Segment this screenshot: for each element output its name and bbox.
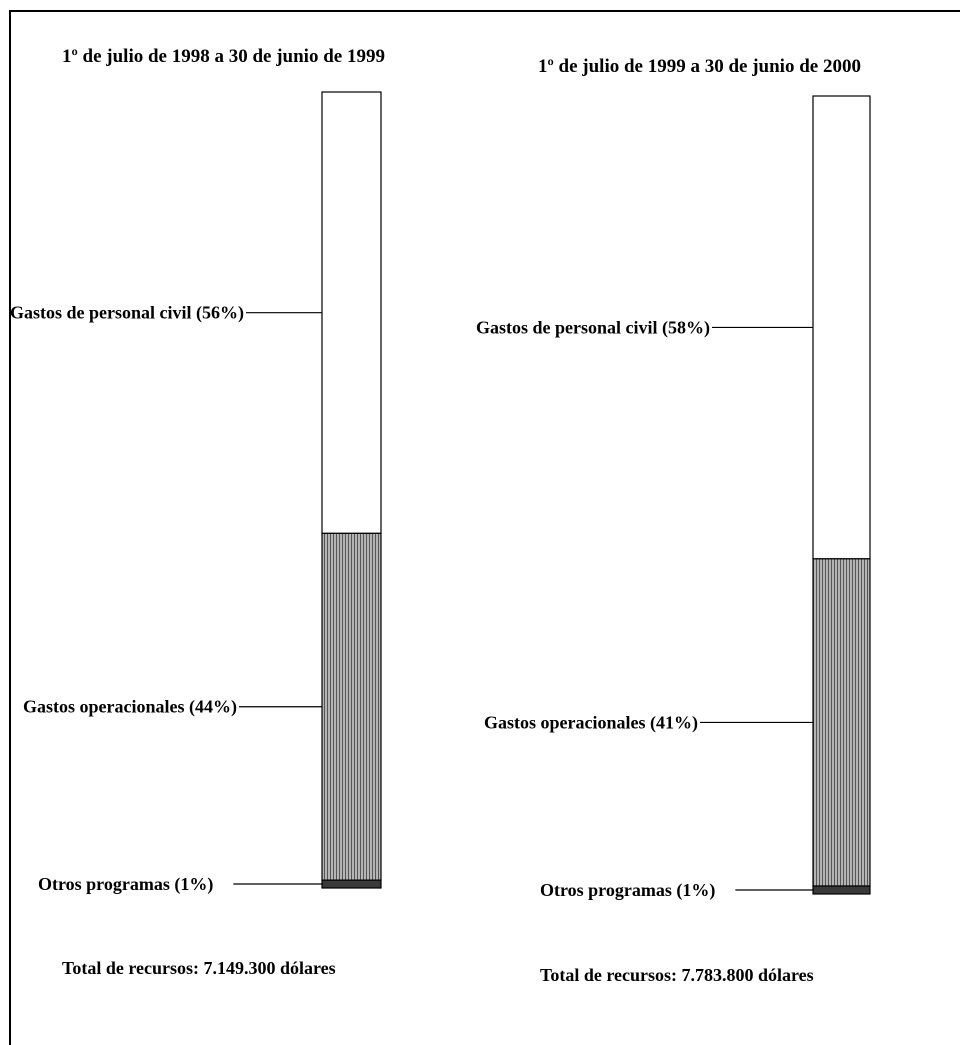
chart-1-segment-personal-civil <box>321 91 382 534</box>
chart-2-segment-otros <box>812 885 871 895</box>
chart-1-label-personal-civil: Gastos de personal civil (56%) <box>10 303 244 324</box>
chart-2-segment-personal-civil <box>812 95 871 560</box>
chart-2-total: Total de recursos: 7.783.800 dólares <box>540 965 814 985</box>
chart-2-label-otros: Otros programas (1%) <box>540 880 715 901</box>
chart-1-label-operacionales: Gastos operacionales (44%) <box>23 697 237 718</box>
chart-1-label-otros: Otros programas (1%) <box>38 874 213 895</box>
chart-2: 1º de julio de 1999 a 30 de junio de 200… <box>476 56 871 985</box>
chart-1-title: 1º de julio de 1998 a 30 de junio de 199… <box>62 46 385 67</box>
chart-1: 1º de julio de 1998 a 30 de junio de 199… <box>10 46 385 978</box>
chart-1-total: Total de recursos: 7.149.300 dólares <box>62 958 336 978</box>
chart-2-title: 1º de julio de 1999 a 30 de junio de 200… <box>538 56 861 77</box>
chart-1-segment-otros <box>321 879 382 889</box>
chart-frame <box>9 10 960 1045</box>
chart-2-segment-operacionales <box>812 558 871 887</box>
chart-1-segment-operacionales <box>321 532 382 881</box>
chart-2-label-personal-civil: Gastos de personal civil (58%) <box>476 317 710 338</box>
chart-2-label-operacionales: Gastos operacionales (41%) <box>484 712 698 733</box>
